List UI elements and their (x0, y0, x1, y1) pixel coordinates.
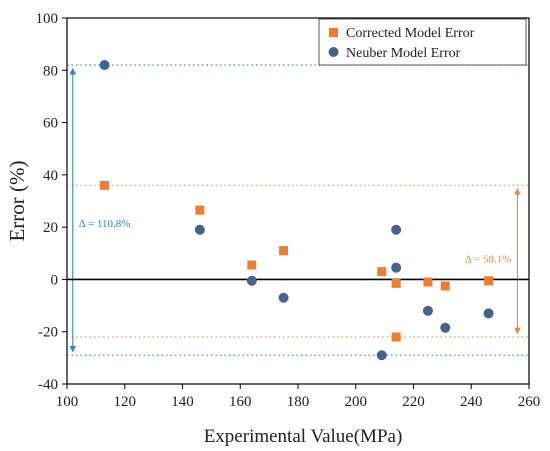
legend-symbol-neuber (328, 47, 339, 57)
data-points (99, 60, 494, 361)
legend-label-neuber: Neuber Model Error (346, 46, 461, 61)
delta-label: Δ = 58.1% (465, 253, 512, 265)
x-tick-label: 120 (114, 394, 137, 410)
neuber-error-point (391, 262, 402, 273)
y-tick-label: -20 (38, 325, 58, 341)
corrected-error-point (247, 260, 257, 270)
y-tick-label: 0 (51, 272, 59, 288)
x-tick-label: 140 (171, 394, 194, 410)
corrected-error-point (423, 277, 433, 287)
neuber-error-point (99, 60, 110, 71)
y-axis-title: Error (%) (5, 160, 29, 241)
y-tick-label: 100 (36, 11, 59, 27)
corrected-error-point (100, 180, 110, 190)
neuber-error-point (391, 224, 402, 235)
corrected-error-point (195, 205, 205, 215)
neuber-error-point (278, 292, 289, 303)
y-tick-label: 60 (43, 116, 58, 132)
corrected-error-point (440, 281, 450, 291)
y-tick-label: -40 (38, 377, 58, 393)
x-tick-label: 180 (287, 394, 310, 410)
x-tick-label: 160 (229, 394, 252, 410)
y-tick-label: 80 (43, 63, 58, 79)
neuber-error-point (422, 305, 433, 316)
plot-frame (66, 17, 530, 385)
x-axis-title: Experimental Value(MPa) (204, 426, 403, 447)
corrected-error-point (391, 332, 401, 342)
y-tick-label: 40 (43, 168, 58, 184)
x-tick-label: 100 (56, 394, 79, 410)
neuber-error-point (483, 308, 494, 319)
neuber-error-point (376, 350, 387, 361)
corrected-error-point (279, 246, 289, 256)
axis-ticks: 100 120 140 160 180 200 220 240 260 -40 -20 0 20 40 60… (36, 11, 541, 410)
legend-label-corrected: Corrected Model Error (346, 26, 475, 41)
legend-symbol-corrected (329, 28, 338, 37)
neuber-error-point (440, 322, 451, 333)
neuber-error-point (246, 275, 257, 286)
y-tick-label: 20 (43, 220, 58, 236)
neuber-error-point (194, 224, 205, 235)
corrected-error-point (377, 267, 387, 277)
delta-label: Δ = 110.8% (79, 218, 131, 230)
corrected-error-point (391, 278, 401, 288)
reference-lines (67, 64, 529, 356)
x-tick-label: 200 (345, 394, 368, 410)
annotations: Δ = 110.8% Δ = 58.1% (69, 67, 521, 353)
legend-box (318, 18, 527, 66)
x-tick-label: 220 (402, 394, 425, 410)
x-tick-label: 260 (518, 394, 541, 410)
legend: Corrected Model Error Neuber Model Error (318, 18, 527, 66)
corrected-error-point (484, 276, 494, 286)
x-tick-label: 240 (460, 394, 483, 410)
